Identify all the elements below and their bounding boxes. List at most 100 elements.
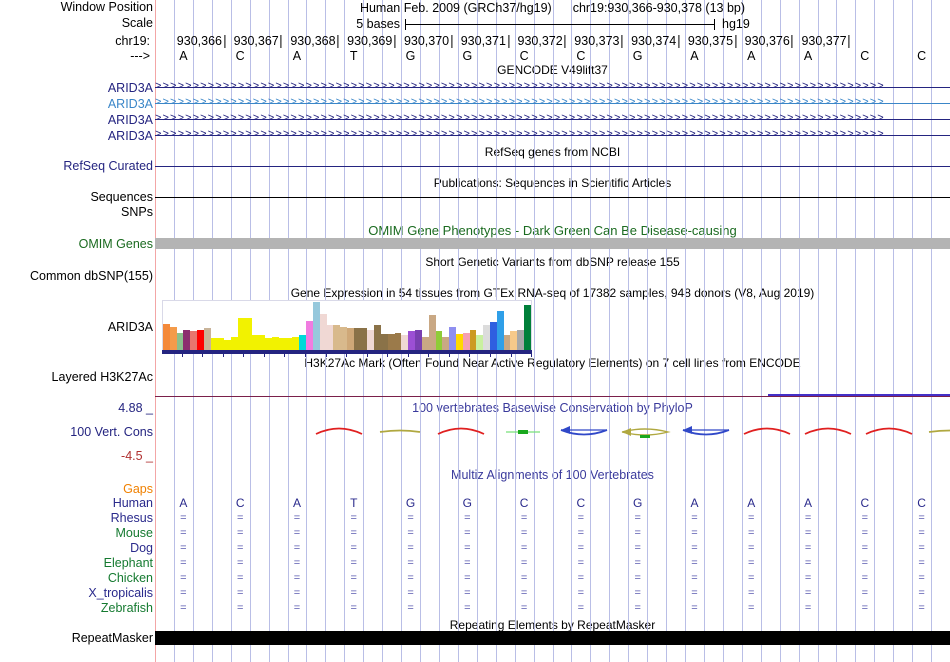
gtex-bar[interactable] (210, 338, 218, 350)
gtex-bar[interactable] (224, 339, 232, 350)
sequences-label[interactable]: Sequences (90, 190, 153, 204)
gene-label-arid3a-2[interactable]: ARID3A (107, 97, 153, 111)
gtex-expression-chart[interactable] (162, 300, 532, 350)
gtex-bar[interactable] (285, 338, 293, 350)
gtex-bar[interactable] (490, 322, 497, 350)
repeatmasker-band[interactable] (155, 631, 950, 645)
gtex-bar[interactable] (510, 331, 518, 350)
layered-h3k27ac-label[interactable]: Layered H3K27Ac (51, 370, 153, 384)
gtex-bar[interactable] (394, 332, 402, 350)
gtex-bar[interactable] (272, 336, 279, 350)
gtex-bar[interactable] (340, 326, 347, 350)
species-label[interactable]: Zebrafish (100, 601, 153, 615)
gtex-bar[interactable] (203, 328, 211, 350)
gtex-bar[interactable] (455, 334, 463, 350)
gtex-bar[interactable] (231, 336, 238, 350)
base-letter: A (690, 49, 699, 63)
gtex-bar[interactable] (306, 320, 313, 350)
gtex-bar[interactable] (462, 332, 470, 350)
gtex-bar[interactable] (333, 325, 341, 350)
alignment-row[interactable]: Elephant = = = = = = = = = = = = = = (0, 557, 950, 570)
alignment-gap: = (236, 512, 244, 524)
gtex-bar[interactable] (381, 334, 388, 350)
gtex-bar[interactable] (360, 328, 368, 350)
gtex-bar[interactable] (346, 328, 354, 350)
gtex-bar[interactable] (278, 338, 286, 350)
gtex-bar[interactable] (401, 335, 409, 350)
gtex-bar[interactable] (387, 334, 395, 350)
repeatmasker-label[interactable]: RepeatMasker (71, 631, 153, 645)
gtex-bar[interactable] (326, 325, 334, 350)
gtex-bar[interactable] (408, 331, 416, 350)
gene-arrows-4[interactable]: >>>>>>>>>>>>>>>>>>>>>>>>>>>>>>>>>>>>>>>>… (155, 128, 950, 141)
gaps-label[interactable]: Gaps (123, 482, 153, 496)
gtex-bar[interactable] (442, 336, 450, 350)
alignment-gap: = (861, 572, 869, 584)
alignment-gap: = (577, 587, 585, 599)
species-label[interactable]: X_tropicalis (88, 586, 153, 600)
refseq-curated-label[interactable]: RefSeq Curated (63, 159, 153, 173)
gtex-bar[interactable] (435, 331, 443, 350)
alignment-row[interactable]: Rhesus = = = = = = = = = = = = = = (0, 512, 950, 525)
gtex-bar[interactable] (524, 304, 531, 350)
conservation-label[interactable]: 100 Vert. Cons (70, 425, 153, 439)
gtex-bar[interactable] (292, 336, 300, 350)
gtex-bar[interactable] (374, 325, 381, 350)
alignment-row[interactable]: X_tropicalis = = = = = = = = = = = = = = (0, 587, 950, 600)
gtex-bar[interactable] (163, 323, 170, 350)
gtex-tick (244, 350, 265, 357)
alignment-row[interactable]: Dog = = = = = = = = = = = = = = (0, 542, 950, 555)
gtex-bar[interactable] (217, 338, 225, 350)
gtex-bar[interactable] (251, 335, 259, 350)
gtex-bar[interactable] (483, 325, 490, 350)
gtex-bar[interactable] (415, 329, 422, 350)
gene-arrows-2[interactable]: >>>>>>>>>>>>>>>>>>>>>>>>>>>>>>>>>>>>>>>>… (155, 96, 950, 109)
alignment-row[interactable]: Chicken = = = = = = = = = = = = = = (0, 572, 950, 585)
gtex-bar[interactable] (469, 329, 477, 350)
gene-label-arid3a-3[interactable]: ARID3A (107, 113, 153, 127)
alignment-gap: = (236, 602, 244, 614)
gtex-bar[interactable] (428, 315, 436, 350)
omim-feature-band[interactable] (155, 238, 950, 249)
gtex-bar[interactable] (197, 329, 204, 350)
gtex-bar[interactable] (169, 326, 177, 350)
species-label[interactable]: Dog (130, 541, 153, 555)
gtex-bar[interactable] (496, 310, 504, 350)
species-label[interactable]: Rhesus (110, 511, 153, 525)
gtex-bar[interactable] (319, 313, 327, 350)
conservation-plot[interactable] (155, 398, 950, 462)
coordinate-ruler[interactable]: chr19: 930,366 930,367 930,368 930,369 930,3… (0, 34, 950, 48)
gtex-bar[interactable] (237, 318, 245, 350)
gtex-bar[interactable] (312, 302, 320, 350)
gtex-bar[interactable] (299, 335, 307, 350)
gtex-bar[interactable] (353, 328, 361, 350)
gtex-bar[interactable] (183, 329, 191, 350)
species-label[interactable]: Elephant (103, 556, 153, 570)
gtex-bar[interactable] (503, 335, 511, 350)
gtex-bar[interactable] (265, 338, 272, 350)
snps-label[interactable]: SNPs (121, 205, 153, 219)
species-label[interactable]: Mouse (115, 526, 153, 540)
gtex-bar[interactable] (449, 326, 456, 350)
alignment-row[interactable]: Mouse = = = = = = = = = = = = = = (0, 527, 950, 540)
species-label[interactable]: Chicken (107, 571, 153, 585)
species-label[interactable]: Human (112, 496, 153, 510)
gene-label-arid3a-4[interactable]: ARID3A (107, 129, 153, 143)
omim-genes-label[interactable]: OMIM Genes (78, 237, 153, 251)
alignment-row[interactable]: Zebrafish = = = = = = = = = = = = = = (0, 602, 950, 615)
gtex-bar[interactable] (421, 336, 429, 350)
gene-label-arid3a-1[interactable]: ARID3A (107, 81, 153, 95)
gtex-gene-label[interactable]: ARID3A (107, 320, 153, 334)
gtex-bar[interactable] (176, 332, 184, 350)
gtex-bar[interactable] (190, 331, 198, 350)
gtex-bar[interactable] (476, 335, 484, 350)
gtex-bar[interactable] (258, 335, 266, 350)
alignment-row[interactable]: Human A C A T G G C C G A A A C C (0, 497, 950, 510)
gene-arrows-3[interactable]: >>>>>>>>>>>>>>>>>>>>>>>>>>>>>>>>>>>>>>>>… (155, 112, 950, 125)
gene-arrows-1[interactable]: >>>>>>>>>>>>>>>>>>>>>>>>>>>>>>>>>>>>>>>>… (155, 80, 950, 93)
gtex-bar[interactable] (244, 318, 252, 350)
common-dbsnp-label[interactable]: Common dbSNP(155) (30, 269, 153, 283)
gtex-bar[interactable] (367, 329, 375, 350)
gtex-bar[interactable] (517, 329, 525, 350)
